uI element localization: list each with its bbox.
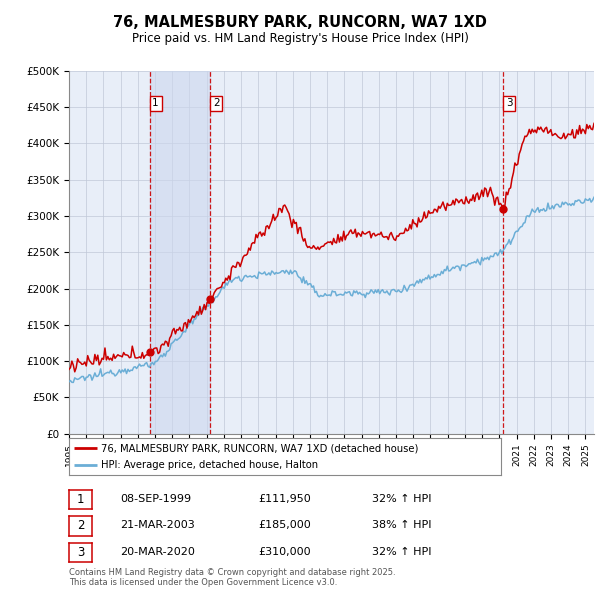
Text: £111,950: £111,950 <box>258 494 311 503</box>
Text: £185,000: £185,000 <box>258 520 311 530</box>
Text: 3: 3 <box>506 99 512 109</box>
Text: 2: 2 <box>77 519 84 533</box>
Text: 21-MAR-2003: 21-MAR-2003 <box>120 520 195 530</box>
Text: 38% ↑ HPI: 38% ↑ HPI <box>372 520 431 530</box>
Text: HPI: Average price, detached house, Halton: HPI: Average price, detached house, Halt… <box>101 460 319 470</box>
Text: 3: 3 <box>77 546 84 559</box>
Text: Contains HM Land Registry data © Crown copyright and database right 2025.
This d: Contains HM Land Registry data © Crown c… <box>69 568 395 587</box>
Bar <box>150 71 211 434</box>
Text: 32% ↑ HPI: 32% ↑ HPI <box>372 494 431 503</box>
Text: £310,000: £310,000 <box>258 547 311 556</box>
Text: Price paid vs. HM Land Registry's House Price Index (HPI): Price paid vs. HM Land Registry's House … <box>131 32 469 45</box>
Text: 76, MALMESBURY PARK, RUNCORN, WA7 1XD (detached house): 76, MALMESBURY PARK, RUNCORN, WA7 1XD (d… <box>101 443 419 453</box>
Text: 20-MAR-2020: 20-MAR-2020 <box>120 547 195 556</box>
Text: 32% ↑ HPI: 32% ↑ HPI <box>372 547 431 556</box>
Text: 1: 1 <box>152 99 159 109</box>
Text: 08-SEP-1999: 08-SEP-1999 <box>120 494 191 503</box>
Text: 2: 2 <box>213 99 220 109</box>
Text: 76, MALMESBURY PARK, RUNCORN, WA7 1XD: 76, MALMESBURY PARK, RUNCORN, WA7 1XD <box>113 15 487 30</box>
Text: 1: 1 <box>77 493 84 506</box>
